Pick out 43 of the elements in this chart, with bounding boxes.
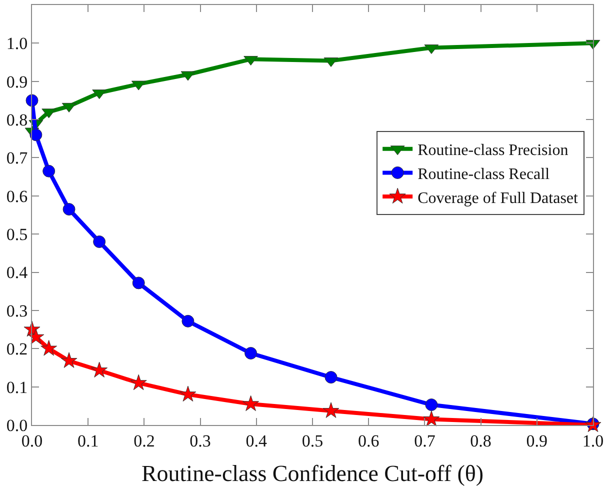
point (26, 94, 38, 107)
point (28, 328, 44, 344)
y-tick-label: 0.4 (6, 263, 28, 282)
y-tick-label: 0.8 (6, 110, 28, 130)
x-tick-label: 0.5 (302, 431, 324, 450)
x-tick-label: 0.3 (190, 431, 211, 450)
y-tick-label: 0.2 (6, 340, 28, 359)
legend-label: Routine-class Precision (418, 142, 568, 160)
point (60, 352, 78, 368)
y-tick-label: 0.1 (6, 378, 28, 397)
x-tick-label: 0.4 (246, 431, 268, 450)
point (242, 395, 260, 412)
x-tick-label: 0.8 (470, 431, 492, 450)
x-axis-title: Routine-class Confidence Cut-off (θ) (141, 461, 484, 486)
point (62, 203, 76, 216)
x-tick-label: 0.6 (358, 431, 380, 450)
y-tick-label: 0.6 (6, 186, 28, 206)
point (40, 340, 58, 356)
x-tick-label: 0.2 (134, 431, 155, 450)
legend-label: Routine-class Recall (418, 166, 550, 183)
point (30, 128, 42, 142)
point (132, 276, 145, 290)
x-tick-label: 0.1 (77, 431, 99, 450)
y-tick-label: 0.9 (6, 72, 28, 92)
x-tick-label: 0.7 (414, 431, 436, 450)
point (244, 346, 258, 360)
x-tick-label: 0.9 (526, 431, 548, 450)
y-tick-label: 1.0 (6, 34, 28, 54)
point (182, 314, 194, 328)
point (42, 164, 56, 178)
point (130, 374, 147, 390)
point (93, 235, 106, 248)
y-tick-label: 0.5 (6, 225, 28, 244)
point (425, 398, 438, 412)
legend-label: Coverage of Full Dataset (418, 190, 579, 207)
point (180, 386, 196, 402)
point (322, 402, 340, 418)
x-tick-label: 1.0 (582, 431, 604, 450)
y-tick-label: 0.7 (6, 148, 28, 168)
point (91, 362, 108, 378)
y-tick-label: 0.3 (6, 301, 28, 320)
point (324, 371, 338, 384)
point (423, 410, 440, 426)
